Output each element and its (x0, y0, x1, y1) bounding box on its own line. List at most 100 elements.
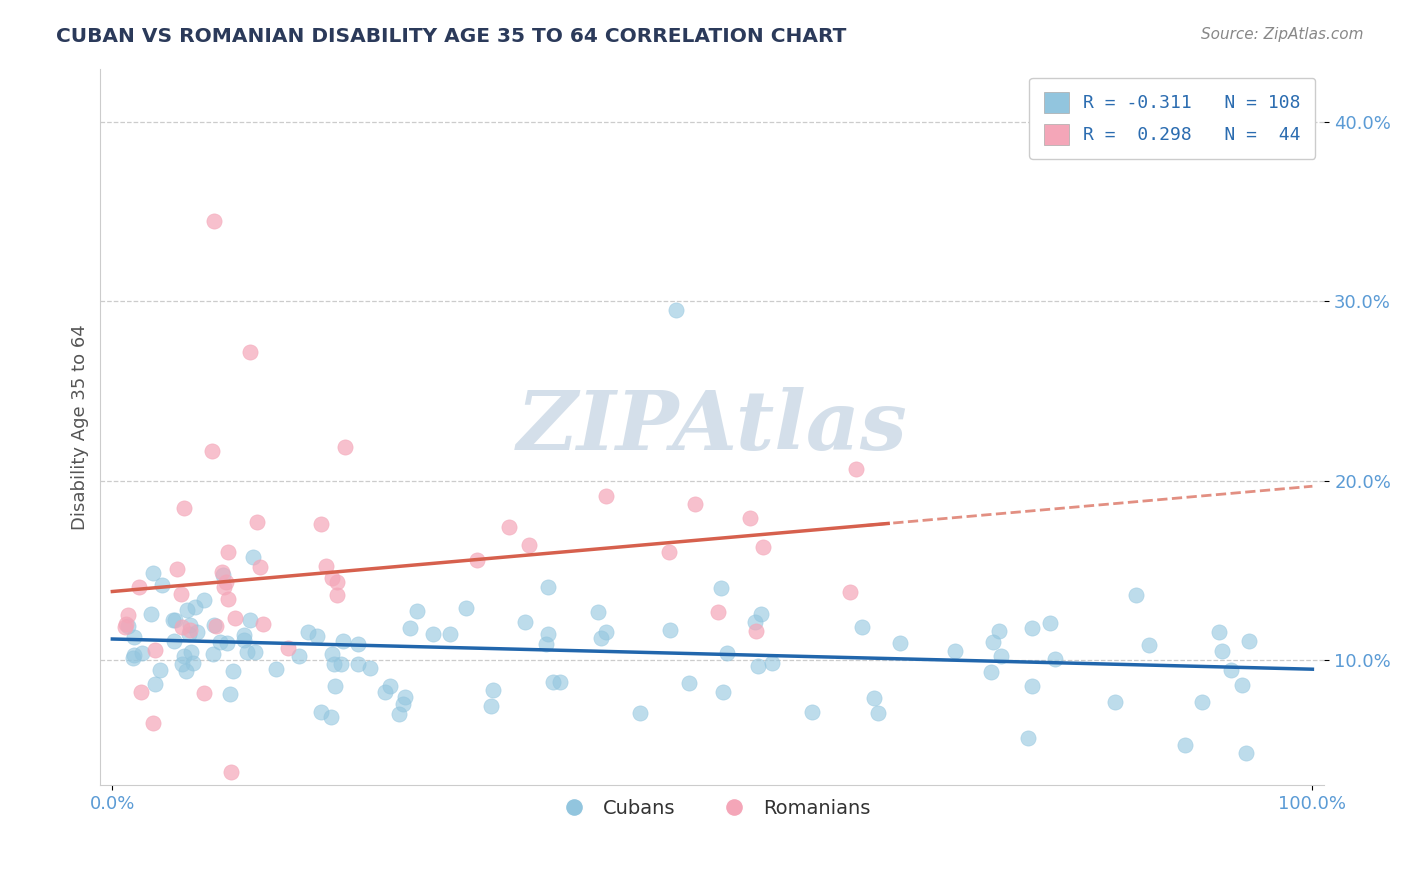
Point (1125, 588, 1147, 602)
Point (359, 661, 381, 675)
Point (716, 647, 738, 661)
Point (1191, 696, 1213, 710)
Point (374, 685, 396, 699)
Point (839, 584, 862, 599)
Point (219, 688, 242, 702)
Point (330, 657, 353, 671)
Point (1236, 746, 1258, 760)
Point (179, 627, 201, 641)
Point (131, 646, 153, 660)
Point (215, 574, 238, 589)
Point (454, 600, 477, 615)
Point (212, 567, 235, 582)
Point (321, 710, 343, 724)
Point (233, 628, 256, 642)
Point (202, 214, 225, 228)
Point (162, 613, 184, 627)
Point (800, 705, 823, 719)
Point (149, 663, 172, 677)
Y-axis label: Disability Age 35 to 64: Disability Age 35 to 64 (72, 324, 89, 530)
Point (744, 615, 766, 629)
Point (201, 648, 224, 662)
Point (1017, 731, 1039, 745)
Point (193, 686, 215, 700)
Point (193, 593, 215, 607)
Point (707, 605, 730, 619)
Point (347, 637, 370, 651)
Point (184, 599, 207, 614)
Point (246, 515, 269, 529)
Point (1211, 644, 1233, 658)
Point (628, 706, 651, 720)
Point (166, 562, 188, 576)
Point (981, 635, 1004, 649)
Text: CUBAN VS ROMANIAN DISABILITY AGE 35 TO 64 CORRELATION CHART: CUBAN VS ROMANIAN DISABILITY AGE 35 TO 6… (56, 27, 846, 45)
Point (534, 637, 557, 651)
Point (170, 619, 193, 633)
Point (183, 657, 205, 671)
Point (391, 697, 413, 711)
Point (1139, 638, 1161, 652)
Point (242, 549, 264, 564)
Point (129, 685, 152, 699)
Point (740, 511, 762, 525)
Point (711, 685, 734, 699)
Point (205, 618, 228, 632)
Point (321, 571, 343, 585)
Point (217, 636, 239, 650)
Point (315, 559, 337, 574)
Point (222, 665, 245, 679)
Point (322, 657, 344, 671)
Point (1220, 663, 1243, 677)
Point (761, 656, 783, 670)
Point (744, 624, 766, 638)
Point (117, 618, 139, 632)
Legend: Cubans, Romanians: Cubans, Romanians (547, 791, 879, 826)
Point (537, 580, 560, 594)
Point (439, 627, 461, 641)
Point (217, 545, 239, 559)
Point (943, 644, 966, 658)
Point (124, 631, 146, 645)
Point (163, 613, 186, 627)
Point (988, 624, 1011, 639)
Point (868, 706, 890, 720)
Point (141, 607, 163, 621)
Point (347, 657, 370, 672)
Point (394, 690, 416, 704)
Point (1043, 652, 1066, 666)
Point (537, 626, 560, 640)
Point (326, 574, 349, 589)
Point (658, 544, 681, 558)
Text: ZIPAtlas: ZIPAtlas (517, 387, 908, 467)
Point (122, 651, 145, 665)
Point (323, 679, 346, 693)
Point (481, 682, 503, 697)
Point (1104, 695, 1126, 709)
Point (309, 705, 332, 719)
Point (307, 629, 329, 643)
Point (845, 462, 868, 476)
Point (115, 617, 138, 632)
Point (174, 664, 197, 678)
Point (543, 675, 565, 690)
Point (169, 587, 191, 601)
Point (233, 633, 256, 648)
Point (173, 648, 195, 663)
Point (150, 577, 173, 591)
Point (889, 636, 911, 650)
Point (208, 635, 231, 649)
Point (176, 602, 198, 616)
Point (388, 706, 411, 721)
Point (321, 647, 343, 661)
Point (862, 691, 884, 706)
Point (239, 344, 262, 359)
Text: Source: ZipAtlas.com: Source: ZipAtlas.com (1201, 27, 1364, 42)
Point (658, 623, 681, 637)
Point (980, 665, 1002, 679)
Point (224, 611, 246, 625)
Point (179, 618, 201, 632)
Point (142, 716, 165, 731)
Point (517, 538, 540, 552)
Point (201, 444, 224, 458)
